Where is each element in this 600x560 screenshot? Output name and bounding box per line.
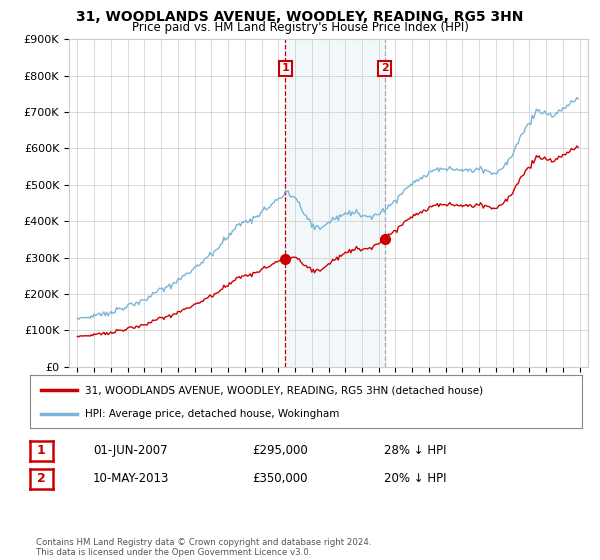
Text: 2: 2 bbox=[381, 63, 389, 73]
Text: 31, WOODLANDS AVENUE, WOODLEY, READING, RG5 3HN (detached house): 31, WOODLANDS AVENUE, WOODLEY, READING, … bbox=[85, 385, 484, 395]
Text: 1: 1 bbox=[281, 63, 289, 73]
Text: 2: 2 bbox=[37, 472, 46, 486]
Text: 28% ↓ HPI: 28% ↓ HPI bbox=[384, 444, 446, 458]
Text: £350,000: £350,000 bbox=[252, 472, 308, 486]
Text: £295,000: £295,000 bbox=[252, 444, 308, 458]
Text: 1: 1 bbox=[37, 444, 46, 458]
Text: 01-JUN-2007: 01-JUN-2007 bbox=[93, 444, 167, 458]
Text: Price paid vs. HM Land Registry's House Price Index (HPI): Price paid vs. HM Land Registry's House … bbox=[131, 21, 469, 34]
Text: Contains HM Land Registry data © Crown copyright and database right 2024.
This d: Contains HM Land Registry data © Crown c… bbox=[36, 538, 371, 557]
Bar bbox=[286, 39, 385, 367]
Text: 10-MAY-2013: 10-MAY-2013 bbox=[93, 472, 169, 486]
Text: 20% ↓ HPI: 20% ↓ HPI bbox=[384, 472, 446, 486]
Text: HPI: Average price, detached house, Wokingham: HPI: Average price, detached house, Woki… bbox=[85, 408, 340, 418]
Text: 31, WOODLANDS AVENUE, WOODLEY, READING, RG5 3HN: 31, WOODLANDS AVENUE, WOODLEY, READING, … bbox=[76, 10, 524, 24]
